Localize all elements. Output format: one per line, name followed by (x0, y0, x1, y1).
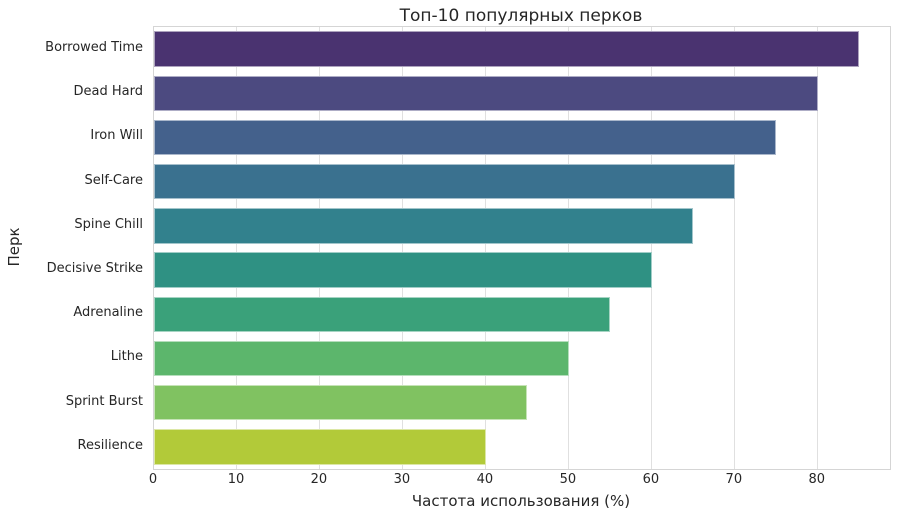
y-tick-label: Iron Will (90, 128, 143, 144)
gridline (319, 27, 321, 469)
bar (154, 252, 652, 288)
gridline (734, 27, 736, 469)
bar (154, 164, 735, 200)
y-tick-label: Sprint Burst (65, 393, 143, 409)
gridline (236, 27, 238, 469)
x-axis-label: Частота использования (%) (411, 492, 631, 510)
bar (154, 429, 486, 465)
y-tick-labels: Borrowed Time Dead Hard Iron Will Self-Care… (0, 26, 153, 468)
gridline (402, 27, 404, 469)
chart-title: Топ-10 популярных перков (399, 6, 643, 26)
x-tick-label: 20 (310, 472, 328, 487)
y-tick-label: Spine Chill (74, 216, 143, 232)
x-tick-label: 80 (808, 472, 826, 487)
y-tick-label: Borrowed Time (45, 40, 143, 55)
y-tick-label: Adrenaline (73, 305, 143, 321)
bar (154, 208, 694, 244)
x-tick-label: 0 (148, 472, 158, 487)
gridline (485, 27, 487, 469)
x-tick-label: 70 (725, 472, 743, 487)
bar (154, 385, 528, 421)
y-tick-label: Resilience (77, 437, 143, 453)
y-tick-label: Lithe (110, 349, 143, 365)
bar (154, 296, 611, 332)
x-tick-label: 30 (393, 472, 411, 487)
gridline (651, 27, 653, 469)
x-tick-label: 60 (642, 472, 660, 487)
gridline (817, 27, 819, 469)
bar (154, 119, 777, 156)
bar (154, 340, 569, 377)
bar (154, 31, 860, 67)
x-tick-label: 10 (227, 472, 245, 487)
x-tick-label: 50 (559, 472, 577, 487)
x-tick-label: 40 (476, 472, 494, 487)
plot-area (153, 26, 891, 470)
y-tick-label: Dead Hard (73, 84, 143, 100)
x-tick-labels: 0 10 20 30 40 50 60 70 80 (149, 472, 889, 488)
gridline (568, 27, 570, 469)
y-tick-label: Self-Care (84, 172, 143, 188)
y-tick-label: Decisive Strike (46, 261, 143, 276)
bar (154, 75, 818, 111)
